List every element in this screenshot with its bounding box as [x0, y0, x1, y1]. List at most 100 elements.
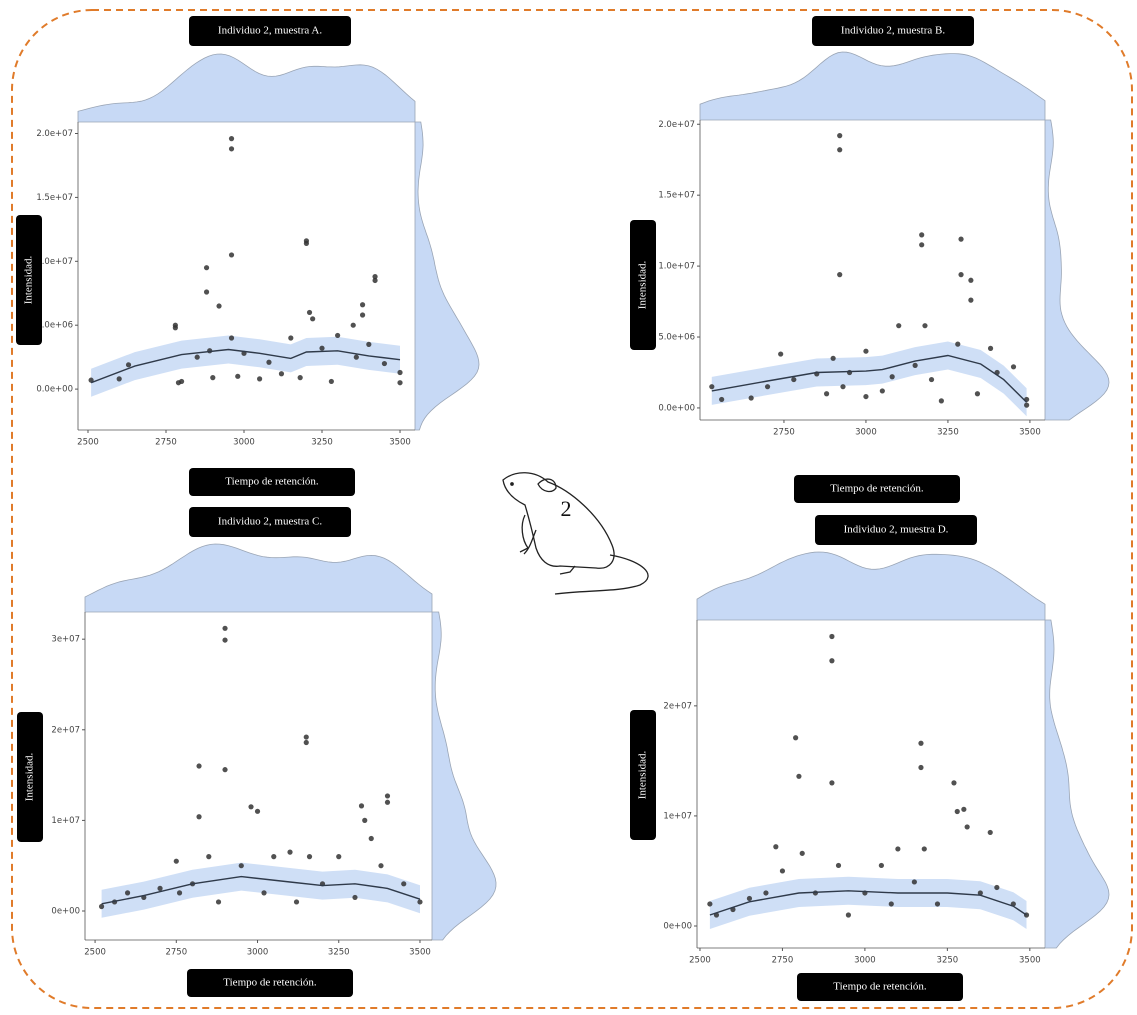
point [196, 763, 201, 768]
point [397, 370, 402, 375]
point [988, 830, 993, 835]
x-tick-label: 3500 [389, 438, 411, 448]
point [261, 890, 266, 895]
point [929, 377, 934, 382]
point [369, 836, 374, 841]
point [863, 394, 868, 399]
point [336, 854, 341, 859]
point [216, 303, 221, 308]
point [895, 846, 900, 851]
point [796, 774, 801, 779]
point [319, 346, 324, 351]
point [719, 397, 724, 402]
point [863, 349, 868, 354]
x-tick-label: 3250 [311, 438, 333, 448]
y-tick-label: 1.5e+07 [36, 193, 73, 203]
point [401, 881, 406, 886]
point [961, 807, 966, 812]
point [195, 355, 200, 360]
y-tick-label: 1e+07 [51, 816, 80, 826]
x-axis-label: Tiempo de retención. [225, 476, 319, 488]
point [157, 886, 162, 891]
x-tick-label: 3500 [1019, 428, 1041, 438]
point [222, 767, 227, 772]
point [919, 232, 924, 237]
point [173, 325, 178, 330]
point [994, 885, 999, 890]
x-tick-label: 3000 [247, 948, 269, 958]
point [310, 316, 315, 321]
right-density [1045, 620, 1109, 948]
point [362, 818, 367, 823]
x-tick-label: 2750 [772, 956, 794, 966]
point [351, 323, 356, 328]
y-tick-label: 1.5e+07 [658, 191, 695, 201]
x-tick-label: 3000 [855, 428, 877, 438]
point [382, 361, 387, 366]
point [304, 734, 309, 739]
y-tick-label: 0.0e+00 [658, 403, 695, 413]
x-axis-label: Tiempo de retención. [223, 977, 317, 989]
y-axis-label: Intensidad. [24, 752, 36, 801]
point [836, 863, 841, 868]
point [968, 298, 973, 303]
point [988, 346, 993, 351]
point [837, 272, 842, 277]
point [709, 384, 714, 389]
point [707, 901, 712, 906]
chart-title: Individuo 2, muestra B. [841, 25, 945, 37]
point [958, 237, 963, 242]
point [239, 863, 244, 868]
x-tick-label: 2750 [155, 438, 177, 448]
point [890, 374, 895, 379]
point [222, 637, 227, 642]
point [935, 901, 940, 906]
x-tick-label: 3250 [328, 948, 350, 958]
point [778, 351, 783, 356]
chart-title: Individuo 2, muestra A. [218, 25, 322, 37]
point [196, 814, 201, 819]
point [829, 658, 834, 663]
point [360, 302, 365, 307]
y-tick-label: 2e+07 [663, 701, 692, 711]
subject-label: 2 [561, 496, 572, 521]
right-density [415, 122, 479, 430]
x-tick-label: 2750 [773, 428, 795, 438]
point [385, 800, 390, 805]
point [360, 312, 365, 317]
point [922, 846, 927, 851]
point [229, 252, 234, 257]
point [229, 146, 234, 151]
point [965, 824, 970, 829]
point [179, 379, 184, 384]
x-tick-label: 3250 [937, 956, 959, 966]
point [880, 388, 885, 393]
point [847, 370, 852, 375]
point [229, 335, 234, 340]
point [298, 375, 303, 380]
x-tick-label: 2500 [77, 438, 99, 448]
y-axis-label: Intensidad. [637, 260, 649, 309]
point [235, 374, 240, 379]
y-tick-label: 3e+07 [51, 635, 80, 645]
point [837, 133, 842, 138]
x-tick-label: 2750 [165, 948, 187, 958]
x-tick-label: 3000 [854, 956, 876, 966]
point [912, 879, 917, 884]
point [829, 780, 834, 785]
y-tick-label: 0e+00 [663, 921, 692, 931]
point [773, 844, 778, 849]
point [222, 626, 227, 631]
point [359, 803, 364, 808]
y-tick-label: 1e+07 [663, 811, 692, 821]
point [791, 377, 796, 382]
point [951, 780, 956, 785]
mouse-drawing [503, 473, 648, 594]
point [397, 380, 402, 385]
x-tick-label: 2500 [84, 948, 106, 958]
point [824, 391, 829, 396]
y-tick-label: 1.0e+07 [658, 262, 695, 272]
chart-title: Individuo 2, muestra D. [844, 524, 949, 536]
point [204, 289, 209, 294]
point [975, 391, 980, 396]
